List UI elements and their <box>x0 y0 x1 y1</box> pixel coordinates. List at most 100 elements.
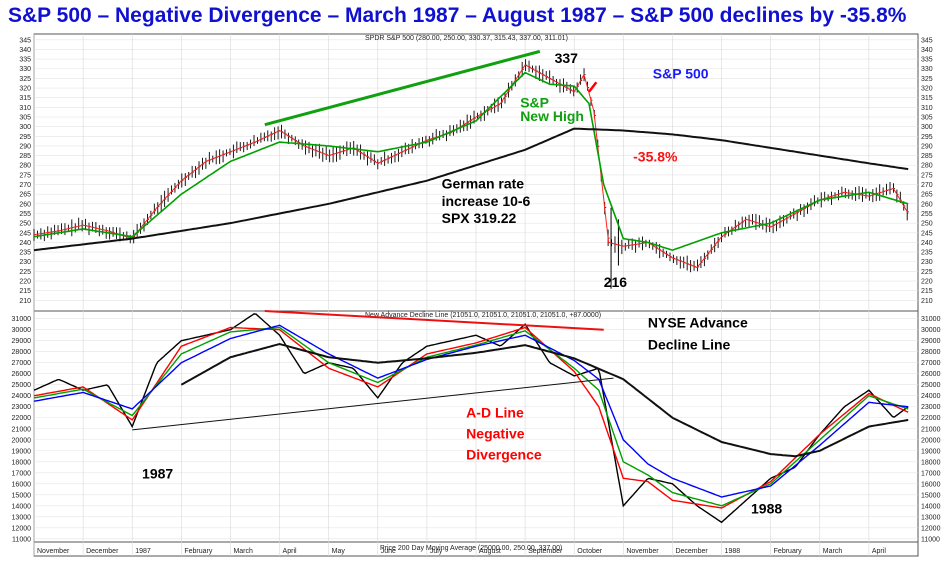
price-y-tick-right: 305 <box>921 114 933 121</box>
price-y-tick-left: 225 <box>19 269 31 276</box>
ad-annotation: 1987 <box>142 465 173 481</box>
price-y-tick-left: 325 <box>19 76 31 83</box>
ad-y-tick-left: 13000 <box>12 514 32 521</box>
price-y-tick-left: 245 <box>19 230 31 237</box>
ma-panel-footer: Price 200 Day Moving Average (25000.00, … <box>380 545 562 552</box>
month-tick-label: 1987 <box>135 548 151 555</box>
ad-y-tick-right: 31000 <box>921 316 941 323</box>
ad-y-tick-left: 16000 <box>12 481 32 488</box>
price-y-tick-right: 225 <box>921 269 933 276</box>
ad-y-tick-right: 26000 <box>921 371 941 378</box>
month-tick-label: June <box>381 548 396 555</box>
ad-y-tick-left: 12000 <box>12 525 32 532</box>
ad-annotation: 1988 <box>751 500 782 516</box>
ad-y-tick-left: 19000 <box>12 448 32 455</box>
price-y-tick-left: 210 <box>19 298 31 305</box>
ad-y-tick-left: 15000 <box>12 492 32 499</box>
price-y-tick-right: 250 <box>921 221 933 228</box>
month-tick-label: December <box>86 548 119 555</box>
ad-y-tick-left: 24000 <box>12 393 32 400</box>
price-y-tick-right: 215 <box>921 288 933 295</box>
ad-y-tick-left: 18000 <box>12 459 32 466</box>
ad-support-trend-line <box>132 377 614 431</box>
ad-y-tick-right: 29000 <box>921 338 941 345</box>
ad-y-tick-left: 27000 <box>12 360 32 367</box>
price-y-tick-right: 210 <box>921 298 933 305</box>
ad-y-tick-left: 31000 <box>12 316 32 323</box>
price-y-tick-left: 330 <box>19 66 31 73</box>
ad-panel-header: New Advance Decline Line (21051.0, 21051… <box>365 312 601 319</box>
ad-y-tick-right: 16000 <box>921 481 941 488</box>
price-y-tick-right: 330 <box>921 66 933 73</box>
ad-y-tick-left: 30000 <box>12 327 32 334</box>
ad-y-tick-right: 17000 <box>921 470 941 477</box>
month-tick-label: December <box>675 548 708 555</box>
ad-y-tick-left: 26000 <box>12 371 32 378</box>
month-tick-label: 1988 <box>725 548 741 555</box>
price-y-tick-right: 265 <box>921 192 933 199</box>
price-y-tick-left: 285 <box>19 153 31 160</box>
month-tick-label: April <box>872 548 886 555</box>
price-y-tick-right: 295 <box>921 134 933 141</box>
price-fast-ma-line <box>33 71 909 252</box>
ad-y-tick-left: 17000 <box>12 470 32 477</box>
ad-y-tick-right: 20000 <box>921 437 941 444</box>
ad-y-tick-right: 30000 <box>921 327 941 334</box>
ad-y-tick-left: 25000 <box>12 382 32 389</box>
ad-y-tick-right: 15000 <box>921 492 941 499</box>
price-y-tick-right: 345 <box>921 37 933 44</box>
ad-200-day-ma-line <box>180 342 909 458</box>
price-annotation: 337 <box>555 50 579 66</box>
price-y-tick-left: 340 <box>19 47 31 54</box>
price-y-tick-right: 275 <box>921 172 933 179</box>
ad-y-tick-right: 12000 <box>921 525 941 532</box>
month-tick-label: November <box>626 548 659 555</box>
price-y-tick-left: 235 <box>19 250 31 257</box>
price-y-tick-left: 220 <box>19 279 31 286</box>
ad-annotation: A-D Line <box>466 405 524 421</box>
price-y-tick-left: 300 <box>19 124 31 131</box>
price-y-tick-left: 315 <box>19 95 31 102</box>
price-y-tick-right: 240 <box>921 240 933 247</box>
price-y-tick-right: 290 <box>921 143 933 150</box>
price-y-tick-left: 305 <box>19 114 31 121</box>
month-tick-label: September <box>528 548 563 555</box>
price-y-tick-left: 290 <box>19 143 31 150</box>
ad-annotation: NYSE Advance <box>648 315 748 331</box>
price-y-tick-right: 310 <box>921 105 933 112</box>
price-y-tick-left: 345 <box>19 37 31 44</box>
price-annotation: German rate <box>442 175 525 191</box>
ad-y-tick-left: 14000 <box>12 503 32 510</box>
ad-y-tick-left: 23000 <box>12 404 32 411</box>
price-y-tick-left: 295 <box>19 134 31 141</box>
price-annotation: increase 10-6 <box>442 193 531 209</box>
month-tick-label: March <box>823 548 843 555</box>
ad-blue-ma-line <box>33 324 909 498</box>
ad-y-tick-left: 29000 <box>12 338 32 345</box>
price-y-tick-right: 320 <box>921 86 933 93</box>
ad-y-tick-right: 18000 <box>921 459 941 466</box>
ad-y-tick-left: 21000 <box>12 426 32 433</box>
ad-annotation: Negative <box>466 426 525 442</box>
price-y-tick-right: 335 <box>921 57 933 64</box>
ad-y-tick-left: 11000 <box>12 536 31 543</box>
price-y-tick-right: 285 <box>921 153 933 160</box>
price-y-tick-right: 280 <box>921 163 933 170</box>
price-y-tick-left: 320 <box>19 86 31 93</box>
ad-annotation: Decline Line <box>648 337 731 353</box>
price-annotation: New High <box>520 108 584 124</box>
price-annotation: SPX 319.22 <box>442 210 517 226</box>
price-y-tick-right: 340 <box>921 47 933 54</box>
ad-y-tick-right: 28000 <box>921 349 941 356</box>
price-red-arrow <box>587 81 598 93</box>
price-y-tick-right: 270 <box>921 182 933 189</box>
ad-y-tick-right: 14000 <box>921 503 941 510</box>
price-y-tick-right: 255 <box>921 211 933 218</box>
ad-y-tick-right: 23000 <box>921 404 941 411</box>
price-y-tick-left: 265 <box>19 192 31 199</box>
month-tick-label: July <box>430 548 443 555</box>
price-y-tick-left: 260 <box>19 201 31 208</box>
ad-y-tick-left: 20000 <box>12 437 32 444</box>
month-tick-label: February <box>774 548 803 555</box>
